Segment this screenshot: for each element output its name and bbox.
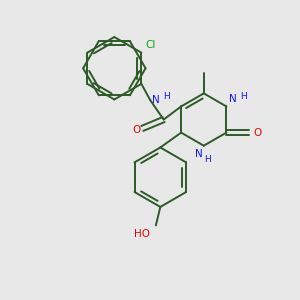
Text: H: H xyxy=(204,155,211,164)
Text: N: N xyxy=(194,149,202,159)
Text: N: N xyxy=(229,94,237,104)
Text: O: O xyxy=(253,128,261,138)
Text: O: O xyxy=(133,125,141,135)
Text: H: H xyxy=(240,92,247,101)
Text: H: H xyxy=(163,92,169,101)
Text: N: N xyxy=(152,95,160,105)
Text: HO: HO xyxy=(134,229,150,239)
Text: Cl: Cl xyxy=(146,40,156,50)
